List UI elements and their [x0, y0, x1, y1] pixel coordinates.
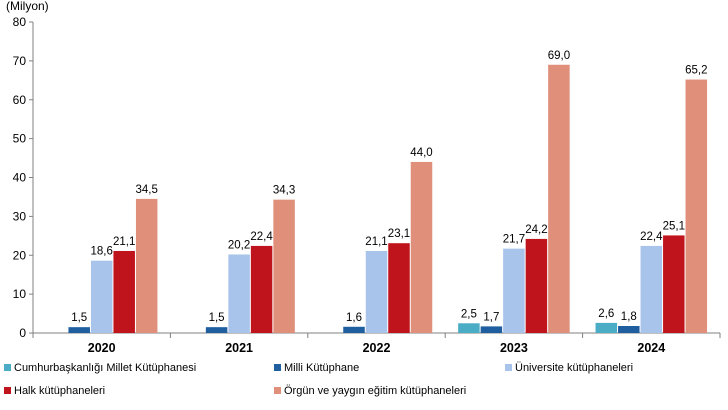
legend-label: Cumhurbaşkanlığı Millet Kütüphanesi — [14, 362, 196, 374]
bar — [90, 260, 113, 333]
data-label: 21,1 — [113, 236, 135, 248]
bar — [640, 245, 663, 333]
x-axis: 2020 2021 2022 2023 2024 — [32, 332, 721, 355]
y-tick-label: 10 — [13, 287, 27, 301]
x-tick-label: 2022 — [363, 341, 391, 355]
bar — [458, 323, 480, 333]
x-tick-label: 2023 — [500, 341, 528, 355]
legend-label: Örgün ve yaygın eğitim kütüphaneleri — [284, 385, 466, 397]
data-label: 22,4 — [640, 231, 663, 243]
data-label: 2,6 — [598, 308, 614, 320]
data-label: 22,4 — [250, 231, 273, 243]
data-label: 1,7 — [483, 311, 499, 323]
data-label: 69,0 — [548, 50, 570, 62]
data-label: 44,0 — [410, 147, 432, 159]
bar — [548, 64, 570, 333]
data-label: 1,6 — [346, 312, 362, 324]
data-label: 1,5 — [71, 312, 87, 324]
data-label: 23,1 — [388, 228, 410, 240]
y-tick-label: 80 — [13, 15, 27, 29]
legend-swatch — [4, 387, 11, 394]
unit-label: (Milyon) — [6, 0, 49, 13]
bar — [685, 79, 708, 333]
y-axis: 0 10 20 30 40 50 60 70 80 — [13, 15, 34, 340]
bar — [273, 199, 295, 333]
bar — [388, 243, 410, 333]
data-label: 21,1 — [365, 236, 387, 248]
legend-label: Üniversite kütüphaneleri — [515, 362, 633, 374]
legend-swatch — [274, 387, 281, 394]
data-labels: 1,518,621,134,51,520,222,434,31,621,123,… — [71, 50, 707, 324]
data-label: 25,1 — [663, 220, 685, 232]
bar — [595, 322, 618, 333]
bar — [410, 161, 433, 333]
y-tick-label: 50 — [13, 132, 27, 146]
data-label: 34,5 — [136, 184, 158, 196]
data-label: 34,3 — [273, 185, 295, 197]
data-label: 20,2 — [228, 239, 250, 251]
y-tick-label: 40 — [13, 171, 27, 185]
y-tick-label: 20 — [13, 248, 27, 262]
legend-label: Halk kütüphaneleri — [14, 385, 105, 397]
legend-swatch — [505, 364, 512, 371]
y-tick-label: 70 — [13, 54, 27, 68]
bar — [503, 248, 525, 333]
x-tick-label: 2020 — [88, 341, 116, 355]
data-label: 65,2 — [685, 65, 707, 77]
data-label: 2,5 — [461, 308, 477, 320]
legend-swatch — [4, 364, 11, 371]
x-tick-label: 2021 — [225, 341, 253, 355]
y-tick-label: 30 — [13, 209, 27, 223]
bar — [343, 326, 365, 333]
data-label: 18,6 — [91, 246, 113, 258]
legend-label: Milli Kütüphane — [284, 362, 359, 374]
x-tick-label: 2024 — [637, 341, 665, 355]
data-label: 24,2 — [525, 224, 547, 236]
bar — [250, 245, 273, 333]
bar — [205, 327, 228, 333]
data-label: 1,8 — [621, 311, 637, 323]
bar — [525, 238, 548, 333]
y-tick-label: 60 — [13, 93, 27, 107]
data-label: 21,7 — [503, 234, 525, 246]
legend-swatch — [274, 364, 281, 371]
bar — [68, 327, 90, 333]
bar — [113, 250, 135, 333]
bar — [365, 250, 388, 333]
bar — [228, 254, 250, 333]
bars — [68, 64, 708, 333]
bar — [663, 235, 685, 333]
bar — [618, 326, 640, 333]
legend: Cumhurbaşkanlığı Millet Kütüphanesi Milli… — [4, 362, 633, 397]
bar — [135, 198, 158, 333]
bar — [480, 326, 503, 333]
y-tick-label: 0 — [19, 326, 26, 340]
data-label: 1,5 — [209, 312, 225, 324]
